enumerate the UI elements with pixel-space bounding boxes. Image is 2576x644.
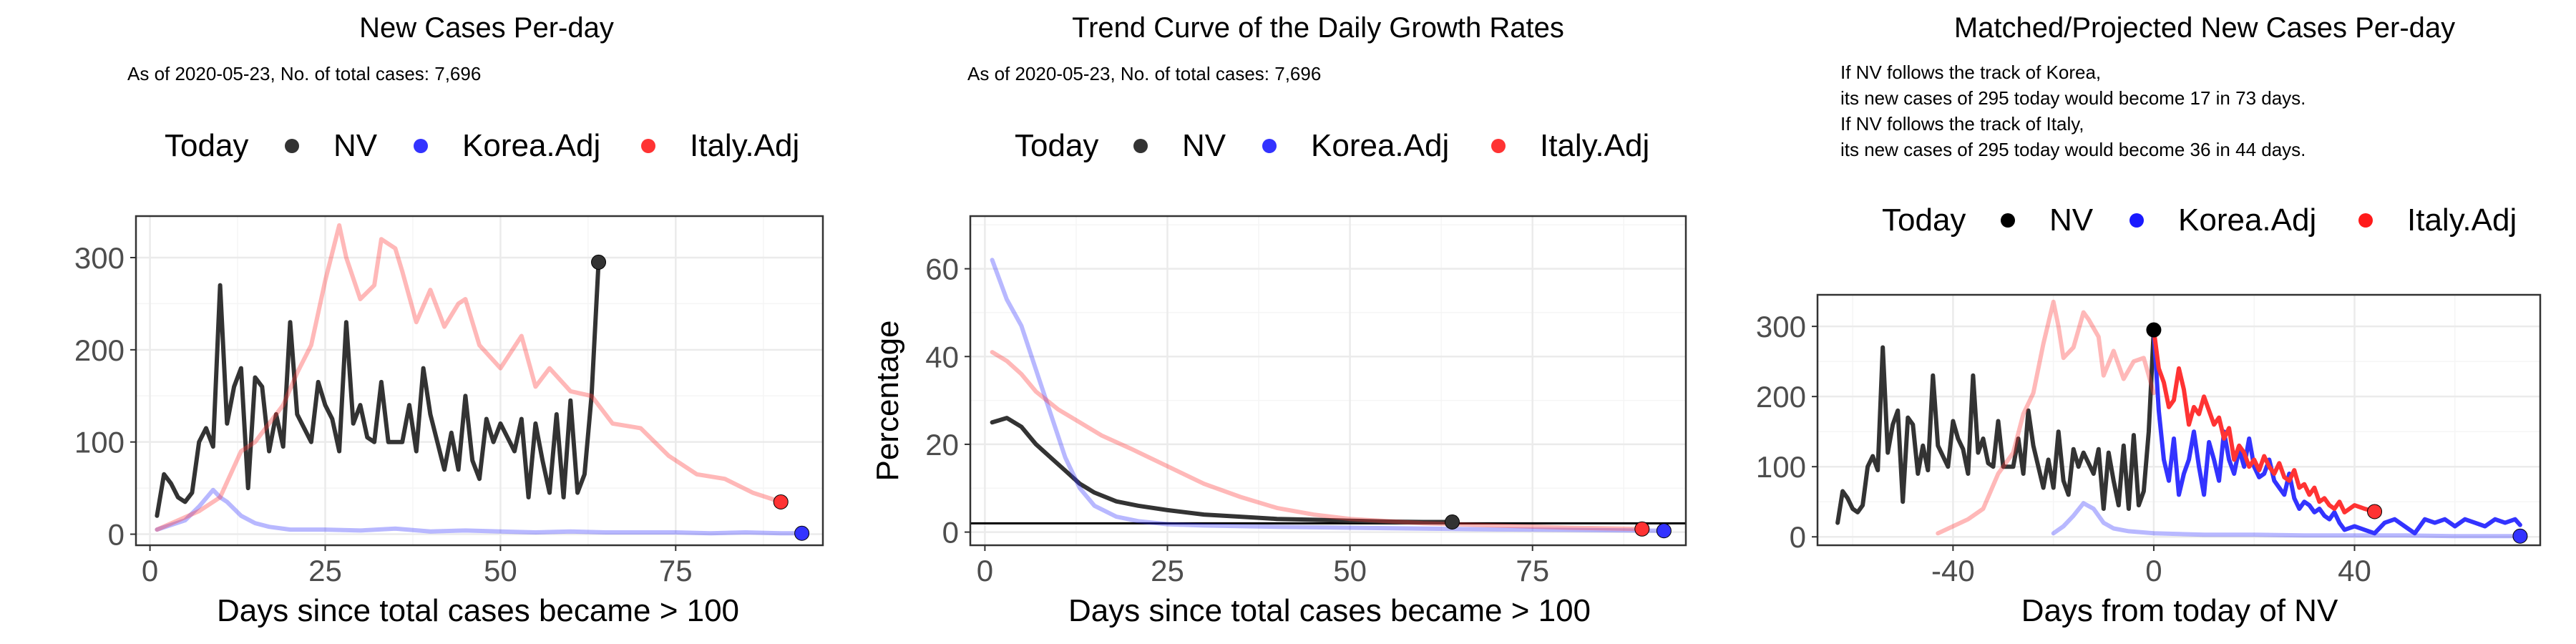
plot-areas: 0 25 50 75 0 100 200 300 0 25 50 75 0 20 40 60 -40 0 40 0 10… — [74, 215, 2542, 587]
panel-3-series-korea-adj-projected — [2151, 328, 2522, 536]
panel-2-series-nv — [990, 416, 1455, 525]
panel-3-y-tick-label: 200 — [1756, 380, 1806, 414]
panel-2-x-tick-label: 0 — [977, 554, 993, 587]
panel-2-title: Trend Curve of the Daily Growth Rates — [1072, 12, 1564, 44]
panel-1-legend-korea-key — [414, 139, 428, 153]
panel-1-today-point-italy-adj — [773, 494, 789, 509]
panel-1-plot: 0 25 50 75 0 100 200 300 — [74, 215, 824, 587]
panel-1-border — [135, 215, 824, 547]
panel-2-legend-nv: NV — [1182, 128, 1226, 163]
panel-3-note-line-3: If NV follows the track of Italy, — [1840, 113, 2084, 135]
panel-3-series-group — [1835, 299, 2522, 539]
panel-1-legend-nv: NV — [333, 128, 378, 163]
panel-1-today-point-nv — [591, 254, 607, 270]
panel-1-series-nv — [155, 260, 601, 518]
panel-2-subtitle: As of 2020-05-23, No. of total cases: 7,… — [967, 63, 1321, 84]
panel-2-y-tick-label: 20 — [925, 428, 959, 462]
panel-1-x-tick-label: 50 — [484, 554, 517, 587]
panel-3-today-point-italy-adj — [2367, 504, 2383, 519]
panel-3-series-nv — [1835, 328, 2156, 525]
panel-2-plot: 0 25 50 75 0 20 40 60 — [925, 215, 1687, 587]
panel-1-y-tick-label: 300 — [74, 241, 125, 275]
panel-1-y-tick-label: 0 — [108, 518, 125, 552]
panel-1-legend-italy-key — [641, 139, 655, 153]
panel-2-legend-nv-key — [1133, 139, 1148, 153]
panel-3-title: Matched/Projected New Cases Per-day — [1954, 12, 2455, 44]
panel-1-legend-italy: Italy.Adj — [690, 128, 799, 163]
panel-2-y-tick-label: 40 — [925, 340, 959, 374]
panel-2-x-axis-title: Days since total cases became > 100 — [1068, 593, 1591, 628]
panel-3-today-point-korea-adj — [2512, 528, 2528, 544]
panel-3-legend-nv-key — [2001, 213, 2015, 228]
panel-1-x-tick-label: 0 — [142, 554, 158, 587]
panel-1-today-point-korea-adj — [794, 525, 810, 541]
panel-1-series-group — [155, 223, 804, 536]
panel-2-series-italy-adj — [990, 350, 1644, 532]
panel-1-x-tick-label: 75 — [659, 554, 693, 587]
panel-2-today-point-nv — [1444, 514, 1460, 530]
panel-3-legend-nv: NV — [2049, 203, 2094, 238]
panel-1-legend-title: Today — [165, 128, 248, 163]
panel-3-legend-korea: Korea.Adj — [2178, 203, 2316, 238]
panel-1-x-axis-title: Days since total cases became > 100 — [217, 593, 739, 628]
panel-3-x-tick-label: -40 — [1931, 554, 1975, 587]
panel-1-x-tick-label: 25 — [308, 554, 342, 587]
panel-2-border — [969, 215, 1687, 547]
panel-3-plot: -40 0 40 0 100 200 300 — [1756, 293, 2542, 587]
panel-3-legend-title: Today — [1882, 203, 1966, 238]
panel-3-series-italy-adj — [1936, 299, 2156, 536]
panel-1-y-tick-label: 100 — [74, 426, 125, 459]
panel-3-series-korea-adj — [2051, 501, 2522, 539]
panel-2-series-group — [990, 258, 1667, 533]
panel-1-header: New Cases Per-day As of 2020-05-23, No. … — [127, 12, 799, 628]
panel-3-series-italy-adj-projected — [2151, 328, 2377, 514]
panel-3-y-tick-label: 0 — [1790, 520, 1806, 554]
panel-3-x-tick-label: 40 — [2338, 554, 2371, 587]
panel-3-x-tick-label: 0 — [2145, 554, 2162, 587]
panel-3-note-line-2: its new cases of 295 today would become … — [1840, 87, 2306, 109]
panel-2-legend-korea: Korea.Adj — [1311, 128, 1449, 163]
panel-3-border — [1816, 293, 2542, 547]
panel-2-legend-korea-key — [1262, 139, 1277, 153]
panel-3-y-tick-label: 300 — [1756, 310, 1806, 343]
panel-1-subtitle: As of 2020-05-23, No. of total cases: 7,… — [127, 63, 481, 84]
panel-3-y-tick-label: 100 — [1756, 450, 1806, 484]
panel-3-legend-italy-key — [2358, 213, 2373, 228]
panel-1-title: New Cases Per-day — [359, 12, 614, 44]
panel-1-y-tick-label: 200 — [74, 333, 125, 367]
panel-1-legend-nv-key — [285, 139, 299, 153]
panel-3-legend-korea-key — [2129, 213, 2144, 228]
panel-2-today-point-korea-adj — [1656, 523, 1672, 539]
panel-1-series-korea-adj — [155, 487, 804, 536]
panel-3-header: Matched/Projected New Cases Per-day If N… — [1840, 12, 2517, 628]
panel-3-note-line-4: its new cases of 295 today would become … — [1840, 139, 2306, 160]
panel-3-x-axis-title: Days from today of NV — [2021, 593, 2338, 628]
panel-2-legend-italy-key — [1491, 139, 1506, 153]
panel-2-header: Trend Curve of the Daily Growth Rates As… — [870, 12, 1649, 628]
panel-2-y-tick-label: 60 — [925, 253, 959, 286]
panel-2-today-point-italy-adj — [1634, 521, 1650, 537]
panel-2-x-tick-label: 25 — [1151, 554, 1184, 587]
panel-3-note-line-1: If NV follows the track of Korea, — [1840, 62, 2101, 83]
panel-2-legend-title: Today — [1015, 128, 1098, 163]
panel-2-series-korea-adj — [990, 258, 1667, 533]
panel-1-legend-korea: Korea.Adj — [462, 128, 600, 163]
panel-2-x-tick-label: 75 — [1516, 554, 1549, 587]
panel-1-series-italy-adj — [155, 223, 784, 532]
panel-2-legend-italy: Italy.Adj — [1540, 128, 1649, 163]
panel-2-x-tick-label: 50 — [1333, 554, 1367, 587]
panel-2-y-tick-label: 0 — [942, 516, 959, 550]
panel-3-legend-italy: Italy.Adj — [2407, 203, 2517, 238]
panel-3-today-point-nv — [2146, 322, 2162, 338]
panel-2-y-axis-title: Percentage — [870, 320, 905, 481]
